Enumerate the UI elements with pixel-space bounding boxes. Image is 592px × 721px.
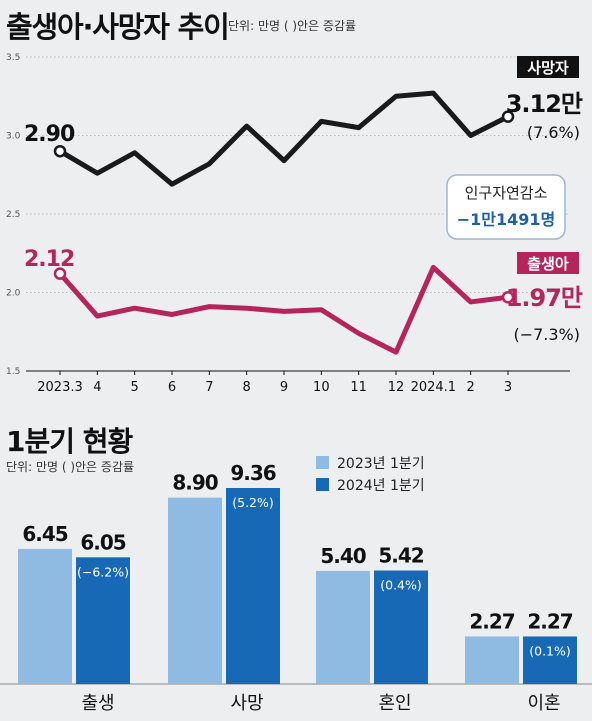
bar-category-label: 사망 (230, 693, 263, 714)
bar-chart: 6.45 6.05 (−6.2%) 출생 8.90 9.36 (5.2%) 사망 5.40 5.4… (0, 461, 592, 714)
births-end-change: (−7.3%) (513, 325, 580, 344)
births-tag: 출생아 (527, 255, 569, 273)
bar-2024 (374, 570, 428, 684)
deaths-end-change: (7.6%) (527, 123, 580, 142)
x-tick-label: 11 (350, 380, 367, 395)
bar-value-2024: 6.05 (80, 530, 125, 554)
births-end-value: 1.97만 (506, 284, 583, 312)
x-tick-label: 2024.1 (411, 380, 457, 395)
callout-line1: 인구자연감소 (465, 184, 548, 202)
x-tick-label: 4 (93, 380, 101, 395)
births-point (53, 267, 67, 280)
bar-change-label: (0.1%) (529, 643, 571, 658)
bar-value-2023: 6.45 (22, 522, 67, 546)
x-tick-label: 2023.3 (37, 380, 83, 395)
callout-line2: −1만1491명 (457, 210, 556, 229)
y-tick-label: 3.5 (6, 53, 20, 63)
bar-2023 (465, 636, 519, 684)
line-y-ticks: 1.5 2.0 2.5 3.0 3.5 (6, 53, 21, 377)
bar-value-2024: 9.36 (230, 461, 275, 485)
x-tick-label: 5 (131, 380, 139, 395)
bar-value-2023: 8.90 (172, 471, 217, 495)
births-tag-bg (517, 252, 579, 274)
x-tick-label: 7 (205, 380, 213, 395)
callout-box (446, 174, 566, 240)
bar-category-label: 이혼 (527, 693, 560, 714)
y-tick-label: 1.5 (6, 367, 20, 377)
bar-change-label: (−6.2%) (77, 564, 129, 579)
deaths-end-value: 3.12만 (506, 90, 583, 118)
bar-value-2024: 5.42 (378, 544, 423, 568)
deaths-tag-bg (517, 56, 579, 78)
line-series (53, 90, 515, 355)
legend-label-2024: 2024년 1분기 (337, 478, 425, 494)
bar-2024 (523, 636, 577, 684)
births-point (501, 290, 515, 304)
legend-2023: 2023년 1분기 (316, 453, 425, 473)
bar-2024 (226, 488, 280, 684)
section-title: 1분기 현황 (6, 425, 133, 458)
x-tick-label: 10 (313, 380, 330, 395)
x-tick-label: 12 (388, 380, 405, 395)
x-tick-label: 3 (504, 380, 512, 395)
x-tick-label: 2 (467, 380, 475, 395)
unit-note: 단위: 만명 ( )안은 증감률 (228, 19, 357, 33)
deaths-tag: 사망자 (527, 59, 569, 77)
legend-2024: 2024년 1분기 (316, 475, 425, 495)
bar-value-2023: 5.40 (320, 544, 365, 568)
y-tick-label: 2.5 (6, 210, 20, 220)
line-x-axis: 2023.3 4 5 6 7 8 9 10 11 12 2024.1 2 3 (26, 370, 570, 395)
bar-change-label: (0.4%) (380, 578, 422, 593)
section-unit-note: 단위: 만명 ( )안은 증감률 (6, 460, 135, 474)
bar-value-2023: 2.27 (469, 609, 514, 633)
bar-category-label: 출생 (81, 693, 114, 714)
bar-value-2024: 2.27 (527, 609, 572, 633)
deaths-point (53, 144, 67, 158)
births-start-label: 2.12 (24, 247, 74, 272)
legend-label-2023: 2023년 1분기 (337, 456, 425, 472)
bar-2023 (168, 497, 222, 684)
deaths-start-label: 2.90 (24, 122, 75, 147)
legend-swatch-2024 (316, 478, 329, 491)
bar-category-label: 혼인 (378, 693, 411, 714)
x-tick-label: 8 (243, 380, 251, 395)
bar-2024 (76, 557, 130, 684)
y-tick-label: 3.0 (6, 132, 21, 142)
bar-2023 (316, 570, 370, 684)
chart-title: 출생아·사망자 추이 (6, 10, 230, 44)
bar-change-label: (5.2%) (232, 495, 274, 510)
deaths-point (501, 110, 515, 123)
births-line (58, 264, 509, 355)
x-tick-label: 6 (168, 380, 176, 395)
x-tick-label: 9 (280, 380, 288, 395)
bar-2023 (18, 548, 72, 684)
deaths-line (58, 90, 510, 187)
y-tick-label: 2.0 (6, 289, 21, 299)
legend-swatch-2023 (316, 456, 329, 469)
